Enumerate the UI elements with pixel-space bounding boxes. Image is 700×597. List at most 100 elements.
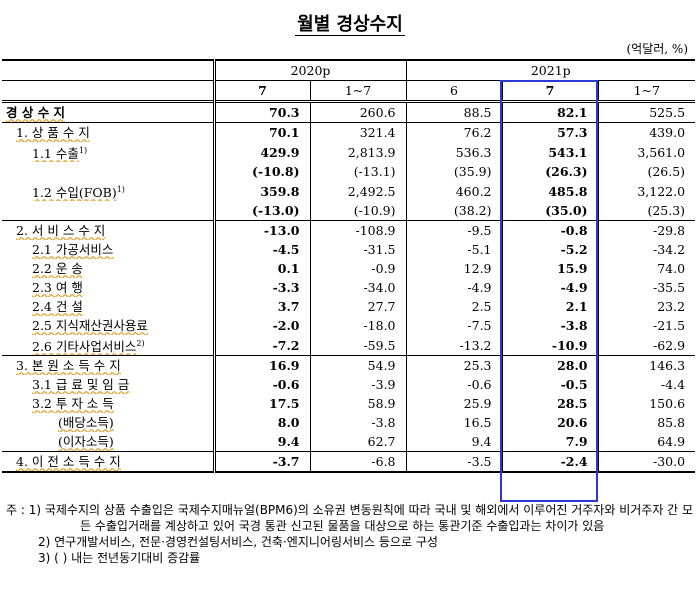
cell-value: -5.1 <box>405 240 503 260</box>
cell-value: -4.9 <box>405 278 503 298</box>
current-account-table: 2020p 2021p 7 1~7 6 7 1~7 경 상 수 지 70.3 260… <box>2 59 696 474</box>
row-label: 2. 서 비 스 수 지 <box>2 220 214 241</box>
cell-value: (26.3) <box>501 162 599 182</box>
cell-value: 28.5 <box>501 394 599 414</box>
cell-value: -0.6 <box>212 375 310 395</box>
table-row: 2.5 지식재산권사용료 -2.0 -18.0 -7.5 -3.8 -21.5 <box>2 316 696 336</box>
cell-value: -34.0 <box>309 278 407 298</box>
cell-value: 321.4 <box>309 122 407 142</box>
cell-value: 485.8 <box>501 181 599 202</box>
cell-value: 16.9 <box>212 355 310 376</box>
cell-value: 76.2 <box>405 122 503 142</box>
cell-value: 0.1 <box>212 259 310 279</box>
cell-value: 2,492.5 <box>309 181 407 202</box>
cell-value: 20.6 <box>501 413 599 433</box>
cell-value: -13.0 <box>212 220 310 241</box>
cell-value: -59.5 <box>309 335 407 356</box>
cell-value: 85.8 <box>597 413 696 433</box>
table-row: 1. 상 품 수 지 70.1 321.4 76.2 57.3 439.0 <box>2 122 696 142</box>
cell-value: 27.7 <box>309 297 407 317</box>
row-label: 2.1 가공서비스 <box>32 242 114 258</box>
col-header: 1~7 <box>597 80 696 102</box>
table-row: 4. 이 전 소 득 수 지 -3.7 -6.8 -3.5 -2.4 -30.0 <box>2 451 696 474</box>
table-row: 3. 본 원 소 득 수 지 16.9 54.9 25.3 28.0 146.3 <box>2 355 696 376</box>
table-row: (-13.0) (-10.9) (38.2) (35.0) (25.3) <box>2 201 696 221</box>
cell-value: -21.5 <box>597 316 696 336</box>
cell-value: -31.5 <box>309 240 407 260</box>
table-row: 2.2 운 송 0.1 -0.9 12.9 15.9 74.0 <box>2 259 696 279</box>
table-row: 2. 서 비 스 수 지 -13.0 -108.9 -9.5 -0.8 -29.8 <box>2 220 696 241</box>
cell-value: 359.8 <box>212 181 310 202</box>
cell-value: -13.2 <box>405 335 503 356</box>
cell-value: 2.1 <box>501 297 599 317</box>
cell-value: -4.5 <box>212 240 310 260</box>
row-label: 3.2 투 자 소 득 <box>32 396 114 412</box>
row-label: 2.6 기타사업서비스2) <box>32 339 145 355</box>
cell-value: -3.5 <box>405 451 503 474</box>
table-row: 2.3 여 행 -3.3 -34.0 -4.9 -4.9 -35.5 <box>2 278 696 298</box>
row-label: 1.1 수출1) <box>32 146 88 162</box>
cell-value: 9.4 <box>212 432 310 452</box>
cell-value: 439.0 <box>597 122 696 142</box>
cell-value: 25.3 <box>405 355 503 376</box>
cell-value: 2.5 <box>405 297 503 317</box>
cell-value: 8.0 <box>212 413 310 433</box>
cell-value: 150.6 <box>597 394 696 414</box>
cell-value: 82.1 <box>501 100 599 123</box>
col-header: 7 <box>212 80 310 102</box>
cell-value: (-13.0) <box>212 201 310 221</box>
cell-value: -18.0 <box>309 316 407 336</box>
cell-value: (35.9) <box>405 162 503 182</box>
cell-value: 70.3 <box>212 100 310 123</box>
cell-value: 88.5 <box>405 100 503 123</box>
cell-value: 58.9 <box>309 394 407 414</box>
table-row: (이자소득) 9.4 62.7 9.4 7.9 64.9 <box>2 432 696 452</box>
table-row: 1.1 수출1) 429.9 2,813.9 536.3 543.1 3,561.0 <box>2 142 696 163</box>
header-row-years: 2020p 2021p <box>2 59 696 81</box>
cell-value: (35.0) <box>501 201 599 221</box>
cell-value: 64.9 <box>597 432 696 452</box>
cell-value: 70.1 <box>212 122 310 142</box>
cell-value: -4.4 <box>597 375 696 395</box>
cell-value: 536.3 <box>405 142 503 163</box>
row-label: 3. 본 원 소 득 수 지 <box>2 355 214 376</box>
row-label: (이자소득) <box>58 434 114 450</box>
cell-value: -30.0 <box>597 451 696 474</box>
cell-value: 62.7 <box>309 432 407 452</box>
cell-value: -35.5 <box>597 278 696 298</box>
cell-value: 3,561.0 <box>597 142 696 163</box>
cell-value: 429.9 <box>212 142 310 163</box>
cell-value: -3.8 <box>501 316 599 336</box>
cell-value: 146.3 <box>597 355 696 376</box>
table-row: 3.1 급 료 및 임 금 -0.6 -3.9 -0.6 -0.5 -4.4 <box>2 375 696 395</box>
cell-value: 460.2 <box>405 181 503 202</box>
cell-value: 28.0 <box>501 355 599 376</box>
cell-value: -10.9 <box>501 335 599 356</box>
cell-value: -9.5 <box>405 220 503 241</box>
cell-value: 3.7 <box>212 297 310 317</box>
cell-value: -2.0 <box>212 316 310 336</box>
cell-value: (-13.1) <box>309 162 407 182</box>
footnote-2: 2) 연구개발서비스, 전문·경영컨설팅서비스, 건축·엔지니어링서비스 등으로… <box>38 535 438 549</box>
cell-value: 54.9 <box>309 355 407 376</box>
cell-value: (26.5) <box>597 162 696 182</box>
table-row: 2.1 가공서비스 -4.5 -31.5 -5.1 -5.2 -34.2 <box>2 240 696 260</box>
row-label <box>2 162 214 181</box>
cell-value: 23.2 <box>597 297 696 317</box>
cell-value: (-10.9) <box>309 201 407 221</box>
row-label: 2.4 건 설 <box>32 299 83 315</box>
page-title: 월별 경상수지 <box>295 14 405 36</box>
table-row: 경 상 수 지 70.3 260.6 88.5 82.1 525.5 <box>2 100 696 123</box>
row-label: 경 상 수 지 <box>2 100 214 123</box>
row-label: 1. 상 품 수 지 <box>2 122 214 142</box>
unit-label: (억달러, %) <box>626 42 688 56</box>
row-label: 3.1 급 료 및 임 금 <box>32 377 130 393</box>
table-row: 2.6 기타사업서비스2) -7.2 -59.5 -13.2 -10.9 -62.9 <box>2 335 696 356</box>
cell-value: -3.9 <box>309 375 407 395</box>
cell-value: -4.9 <box>501 278 599 298</box>
cell-value: 12.9 <box>405 259 503 279</box>
row-label <box>2 201 214 221</box>
row-label: (배당소득) <box>58 415 114 431</box>
footnote-3: 3) ( ) 내는 전년동기대비 증감률 <box>38 551 201 565</box>
cell-value: 74.0 <box>597 259 696 279</box>
